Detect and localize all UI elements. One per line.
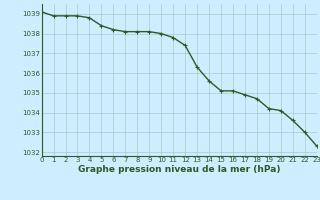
X-axis label: Graphe pression niveau de la mer (hPa): Graphe pression niveau de la mer (hPa) (78, 165, 280, 174)
